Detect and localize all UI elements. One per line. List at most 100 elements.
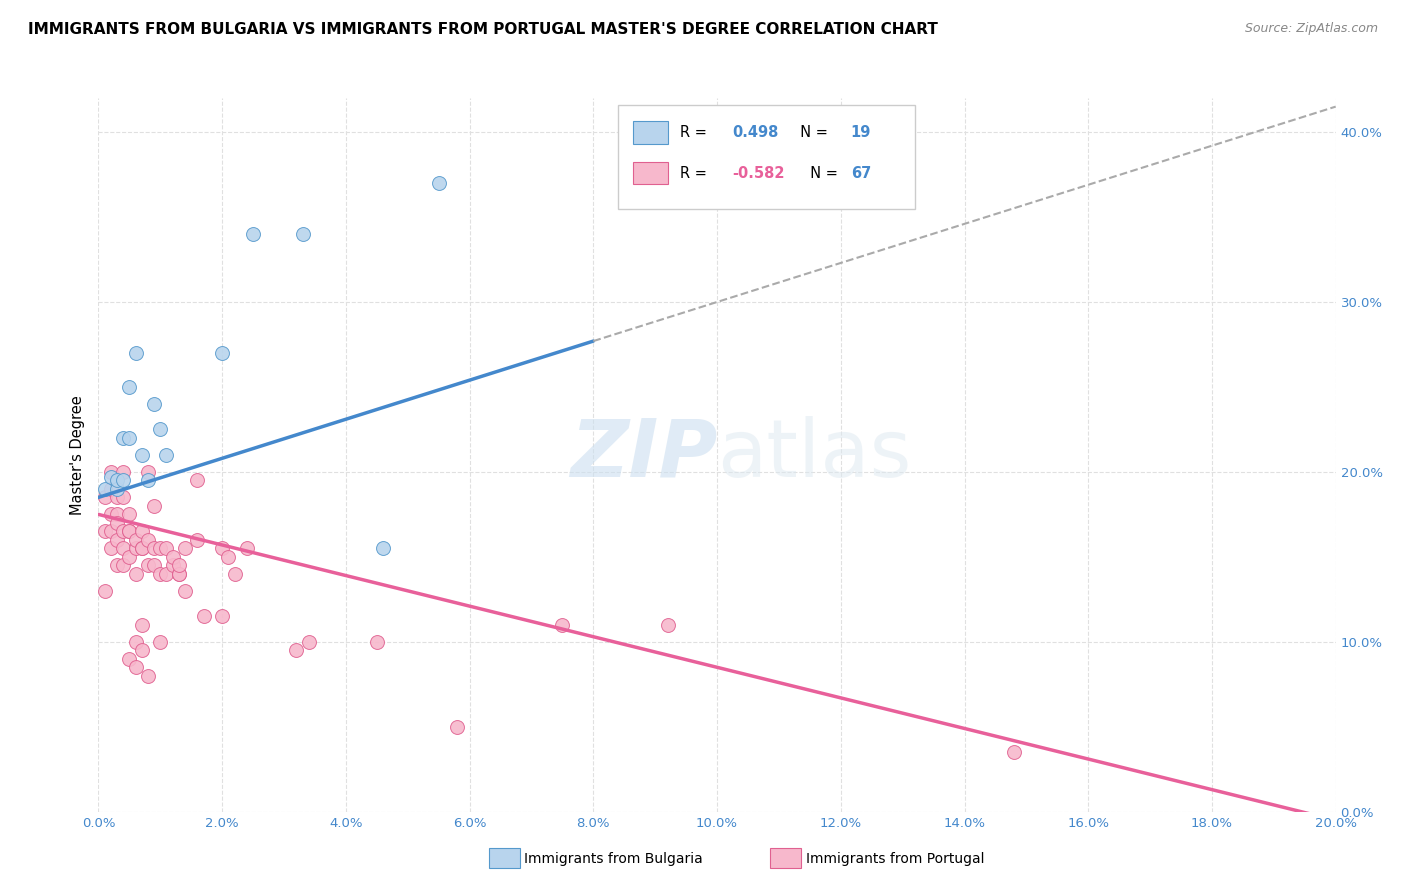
Point (136, 474, 159, 488)
Point (118, 431, 141, 445)
Point (105, 516, 128, 530)
Text: ZIP: ZIP (569, 416, 717, 494)
Point (112, 541, 135, 556)
Point (105, 474, 128, 488)
Point (124, 346, 146, 360)
Point (118, 549, 141, 564)
Point (124, 541, 146, 556)
Text: 19: 19 (851, 125, 872, 140)
Point (143, 541, 166, 556)
Point (105, 558, 128, 573)
Point (167, 558, 190, 573)
Point (124, 635, 146, 649)
Text: Immigrants from Portugal: Immigrants from Portugal (806, 852, 984, 866)
Point (224, 566, 246, 581)
Point (105, 533, 128, 547)
Point (186, 533, 208, 547)
FancyBboxPatch shape (633, 161, 668, 185)
Text: -0.582: -0.582 (733, 166, 785, 180)
Point (298, 635, 321, 649)
Point (93, 491, 115, 505)
Point (112, 431, 135, 445)
Point (100, 508, 122, 522)
Point (167, 566, 190, 581)
Point (118, 524, 141, 539)
Text: Immigrants from Bulgaria: Immigrants from Bulgaria (524, 852, 703, 866)
Point (162, 549, 184, 564)
Point (366, 635, 388, 649)
Point (371, 541, 394, 556)
Point (291, 227, 314, 241)
Point (112, 524, 135, 539)
Point (93, 583, 115, 598)
Point (105, 491, 128, 505)
Point (136, 558, 159, 573)
Point (149, 422, 172, 436)
Point (211, 609, 233, 624)
Point (193, 609, 215, 624)
FancyBboxPatch shape (619, 105, 915, 209)
Point (174, 541, 197, 556)
Point (155, 541, 177, 556)
Point (124, 660, 146, 674)
Point (186, 474, 208, 488)
Point (131, 617, 153, 632)
Point (100, 524, 122, 539)
Text: N =: N = (801, 166, 842, 180)
Point (217, 549, 239, 564)
Text: IMMIGRANTS FROM BULGARIA VS IMMIGRANTS FROM PORTUGAL MASTER'S DEGREE CORRELATION: IMMIGRANTS FROM BULGARIA VS IMMIGRANTS F… (28, 22, 938, 37)
Point (131, 643, 153, 657)
Point (112, 465, 135, 479)
Point (105, 482, 128, 496)
Point (131, 448, 153, 462)
Text: N =: N = (792, 125, 832, 140)
Point (285, 643, 308, 657)
Text: atlas: atlas (717, 416, 911, 494)
Point (427, 176, 450, 190)
Point (174, 583, 197, 598)
Point (136, 533, 159, 547)
Point (236, 541, 259, 556)
Point (118, 508, 141, 522)
Point (112, 558, 135, 573)
Point (136, 669, 159, 683)
Point (143, 558, 166, 573)
FancyBboxPatch shape (633, 121, 668, 144)
Text: R =: R = (681, 125, 711, 140)
Point (162, 558, 184, 573)
Point (211, 541, 233, 556)
Text: 67: 67 (851, 166, 870, 180)
Point (143, 397, 166, 411)
Point (124, 533, 146, 547)
Point (100, 465, 122, 479)
Text: R =: R = (681, 166, 711, 180)
Point (118, 652, 141, 666)
Point (131, 541, 153, 556)
Point (149, 541, 172, 556)
Point (155, 448, 177, 462)
Point (149, 635, 172, 649)
Point (100, 482, 122, 496)
Point (131, 541, 153, 556)
Point (124, 566, 146, 581)
Point (93, 482, 115, 496)
Point (131, 524, 153, 539)
Point (155, 566, 177, 581)
Point (143, 499, 166, 513)
Point (93, 524, 115, 539)
Point (242, 227, 264, 241)
Point (446, 720, 468, 734)
Text: Source: ZipAtlas.com: Source: ZipAtlas.com (1244, 22, 1378, 36)
Point (211, 346, 233, 360)
Point (112, 474, 135, 488)
Point (551, 617, 574, 632)
Point (105, 508, 128, 522)
Point (1002, 745, 1025, 759)
Point (100, 541, 122, 556)
Point (112, 491, 135, 505)
Point (118, 524, 141, 539)
Text: 0.498: 0.498 (733, 125, 779, 140)
Y-axis label: Master's Degree: Master's Degree (70, 395, 86, 515)
Point (167, 566, 190, 581)
Point (118, 380, 141, 394)
